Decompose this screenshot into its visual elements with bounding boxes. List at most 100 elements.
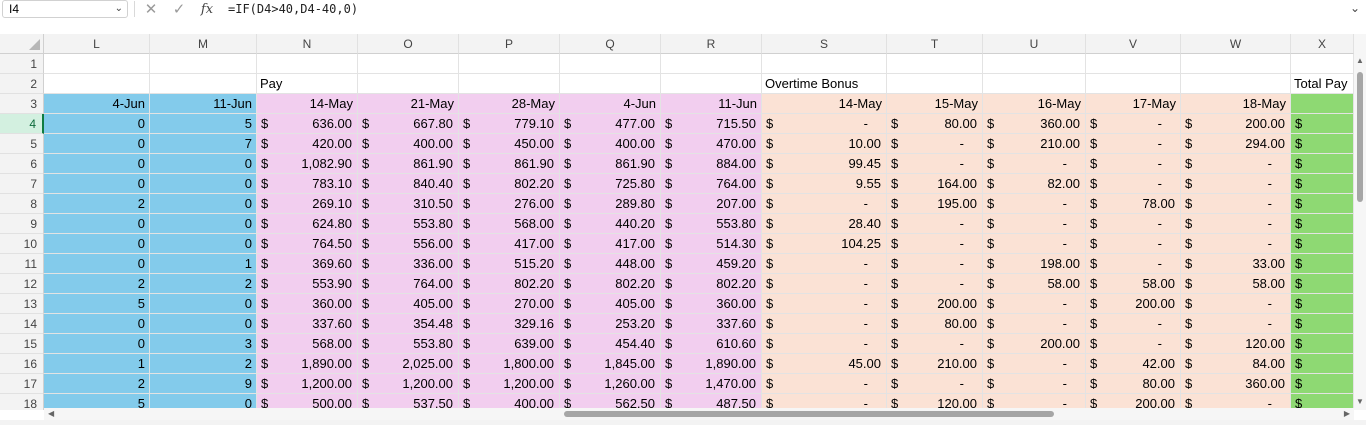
cell-p1[interactable]: [459, 54, 560, 74]
cell-v4[interactable]: $ -: [1086, 114, 1181, 134]
cell-m4[interactable]: 5: [150, 114, 257, 134]
cell-p13[interactable]: $270.00: [459, 294, 560, 314]
cell-w18[interactable]: $ -: [1181, 394, 1291, 410]
cell-v12[interactable]: $58.00: [1086, 274, 1181, 294]
row-header-13[interactable]: 13: [0, 294, 44, 314]
cell-x2[interactable]: Total Pay: [1291, 74, 1354, 94]
cell-l13[interactable]: 5: [44, 294, 150, 314]
cell-l12[interactable]: 2: [44, 274, 150, 294]
cell-x18[interactable]: $: [1291, 394, 1354, 410]
cell-r8[interactable]: $207.00: [661, 194, 762, 214]
cell-q15[interactable]: $454.40: [560, 334, 661, 354]
row-header-12[interactable]: 12: [0, 274, 44, 294]
column-header-o[interactable]: O: [358, 34, 459, 54]
row-header-9[interactable]: 9: [0, 214, 44, 234]
expand-formula-bar-icon[interactable]: ⌄: [1349, 1, 1360, 15]
cell-p7[interactable]: $802.20: [459, 174, 560, 194]
cell-o12[interactable]: $764.00: [358, 274, 459, 294]
cell-n14[interactable]: $337.60: [257, 314, 358, 334]
cell-u1[interactable]: [983, 54, 1086, 74]
cell-o14[interactable]: $354.48: [358, 314, 459, 334]
cell-t1[interactable]: [887, 54, 983, 74]
vertical-scrollbar[interactable]: ▲ ▼: [1354, 34, 1366, 410]
cell-w13[interactable]: $ -: [1181, 294, 1291, 314]
cell-l3[interactable]: 4-Jun: [44, 94, 150, 114]
column-header-r[interactable]: R: [661, 34, 762, 54]
cell-v6[interactable]: $ -: [1086, 154, 1181, 174]
cell-t10[interactable]: $ -: [887, 234, 983, 254]
cell-p14[interactable]: $329.16: [459, 314, 560, 334]
cell-q17[interactable]: $1,260.00: [560, 374, 661, 394]
cell-m2[interactable]: [150, 74, 257, 94]
cell-m6[interactable]: 0: [150, 154, 257, 174]
cell-t5[interactable]: $ -: [887, 134, 983, 154]
cell-m11[interactable]: 1: [150, 254, 257, 274]
cell-r17[interactable]: $1,470.00: [661, 374, 762, 394]
enter-icon[interactable]: ✓: [172, 1, 186, 18]
cell-l2[interactable]: [44, 74, 150, 94]
cell-s4[interactable]: $ -: [762, 114, 887, 134]
cell-x15[interactable]: $: [1291, 334, 1354, 354]
scroll-left-icon[interactable]: ◀: [48, 409, 55, 418]
cell-x9[interactable]: $: [1291, 214, 1354, 234]
cell-u8[interactable]: $ -: [983, 194, 1086, 214]
cell-r11[interactable]: $459.20: [661, 254, 762, 274]
row-header-5[interactable]: 5: [0, 134, 44, 154]
cell-p6[interactable]: $861.90: [459, 154, 560, 174]
cell-o18[interactable]: $537.50: [358, 394, 459, 410]
column-header-v[interactable]: V: [1086, 34, 1181, 54]
worksheet-grid[interactable]: L M N O P Q R S T U V W X 1 2 Pay Overtime Bonus Total Pa…: [0, 34, 1354, 410]
cell-n4[interactable]: $636.00: [257, 114, 358, 134]
cell-r6[interactable]: $884.00: [661, 154, 762, 174]
cell-u13[interactable]: $ -: [983, 294, 1086, 314]
cell-m5[interactable]: 7: [150, 134, 257, 154]
cell-q10[interactable]: $417.00: [560, 234, 661, 254]
cell-s8[interactable]: $ -: [762, 194, 887, 214]
cell-m17[interactable]: 9: [150, 374, 257, 394]
cell-r10[interactable]: $514.30: [661, 234, 762, 254]
cell-n2[interactable]: Pay: [257, 74, 358, 94]
cell-o17[interactable]: $1,200.00: [358, 374, 459, 394]
cell-r7[interactable]: $764.00: [661, 174, 762, 194]
cell-l18[interactable]: 5: [44, 394, 150, 410]
cell-v5[interactable]: $ -: [1086, 134, 1181, 154]
cell-s6[interactable]: $99.45: [762, 154, 887, 174]
cell-u15[interactable]: $200.00: [983, 334, 1086, 354]
cell-m10[interactable]: 0: [150, 234, 257, 254]
row-header-10[interactable]: 10: [0, 234, 44, 254]
cell-v2[interactable]: [1086, 74, 1181, 94]
row-header-6[interactable]: 6: [0, 154, 44, 174]
cell-t6[interactable]: $ -: [887, 154, 983, 174]
scroll-right-icon[interactable]: ▶: [1343, 409, 1350, 418]
cell-q8[interactable]: $289.80: [560, 194, 661, 214]
column-header-n[interactable]: N: [257, 34, 358, 54]
cell-l6[interactable]: 0: [44, 154, 150, 174]
cell-v10[interactable]: $ -: [1086, 234, 1181, 254]
row-header-14[interactable]: 14: [0, 314, 44, 334]
cell-u9[interactable]: $ -: [983, 214, 1086, 234]
cell-p9[interactable]: $568.00: [459, 214, 560, 234]
cell-l8[interactable]: 2: [44, 194, 150, 214]
row-header-16[interactable]: 16: [0, 354, 44, 374]
cell-o4[interactable]: $667.80: [358, 114, 459, 134]
cell-v7[interactable]: $ -: [1086, 174, 1181, 194]
scroll-up-icon[interactable]: ▲: [1356, 56, 1364, 65]
cell-x12[interactable]: $: [1291, 274, 1354, 294]
cell-n15[interactable]: $568.00: [257, 334, 358, 354]
cell-t11[interactable]: $ -: [887, 254, 983, 274]
cell-p4[interactable]: $779.10: [459, 114, 560, 134]
cell-u17[interactable]: $ -: [983, 374, 1086, 394]
cell-r18[interactable]: $487.50: [661, 394, 762, 410]
cell-v14[interactable]: $ -: [1086, 314, 1181, 334]
cell-x3[interactable]: [1291, 94, 1354, 114]
row-header-1[interactable]: 1: [0, 54, 44, 74]
cell-t7[interactable]: $164.00: [887, 174, 983, 194]
cell-w12[interactable]: $58.00: [1181, 274, 1291, 294]
cell-v9[interactable]: $ -: [1086, 214, 1181, 234]
cell-w2[interactable]: [1181, 74, 1291, 94]
cell-l1[interactable]: [44, 54, 150, 74]
select-all-icon[interactable]: [29, 39, 40, 50]
cell-w1[interactable]: [1181, 54, 1291, 74]
cell-x11[interactable]: $: [1291, 254, 1354, 274]
horizontal-scrollbar[interactable]: ◀ ▶: [44, 408, 1354, 420]
